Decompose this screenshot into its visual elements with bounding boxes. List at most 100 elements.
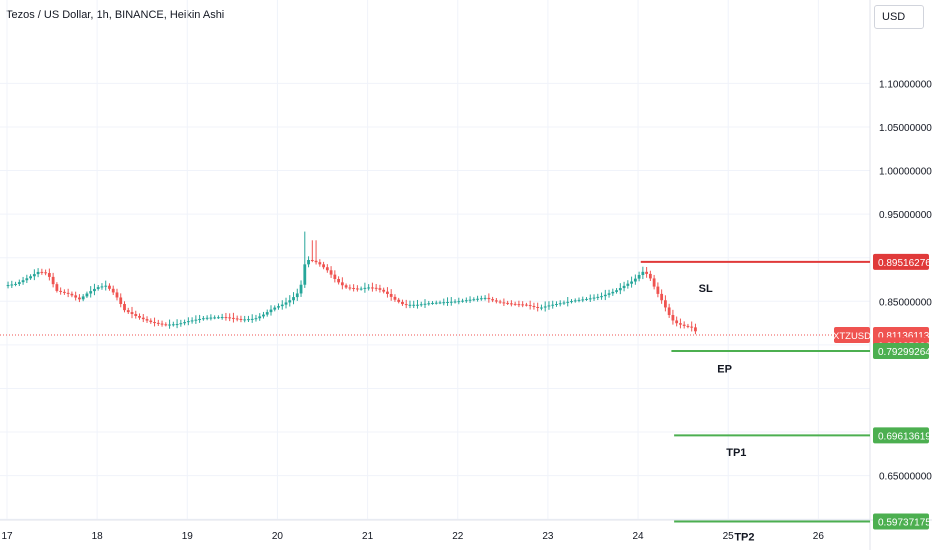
candle-body	[389, 293, 393, 297]
candle-body	[434, 302, 438, 304]
y-tick-label: 1.05000000	[879, 123, 932, 134]
candle-body	[156, 322, 160, 324]
ep-price-label-bg	[873, 342, 929, 359]
candle-body	[479, 298, 483, 300]
candle-body	[273, 307, 277, 310]
candle-body	[36, 271, 40, 275]
candle-body	[367, 287, 371, 289]
ep-price-label-text: 0.79299264	[878, 347, 931, 358]
candle-body	[675, 320, 679, 324]
candle-body	[630, 281, 633, 284]
candle-body	[25, 278, 29, 281]
candle-body	[325, 267, 329, 271]
candle-body	[431, 302, 434, 304]
annotation-ep: EP	[717, 363, 732, 375]
candle-body	[453, 301, 457, 303]
candle-body	[540, 307, 543, 309]
candle-body	[667, 307, 671, 316]
candle-body	[555, 304, 558, 306]
candle-body	[656, 286, 660, 294]
candle-body	[310, 259, 314, 261]
candle-body	[179, 323, 183, 325]
candle-body	[307, 259, 310, 265]
candle-body	[303, 264, 307, 285]
candle-body	[607, 293, 611, 295]
candle-body	[40, 271, 44, 273]
candle-body	[679, 323, 682, 325]
candle-body	[6, 285, 10, 287]
candle-body	[419, 304, 423, 306]
candle-body	[243, 319, 247, 321]
candle-body	[577, 299, 581, 301]
candle-body	[250, 318, 254, 320]
last-price-value: 0.81136113	[878, 331, 930, 342]
x-tick-label: 24	[632, 531, 644, 542]
candle-body	[160, 323, 164, 325]
candle-body	[547, 305, 551, 307]
candle-body	[686, 325, 690, 327]
candle-body	[573, 300, 577, 302]
candle-body	[551, 304, 555, 306]
candle-body	[55, 284, 59, 291]
candle-body	[123, 304, 126, 311]
candle-body	[570, 301, 573, 303]
candle-body	[671, 315, 675, 321]
candle-body	[532, 306, 536, 308]
candle-body	[258, 316, 262, 319]
chart-title: Tezos / US Dollar, 1h, BINANCE, Heikin A…	[6, 9, 225, 21]
candle-body	[412, 304, 416, 306]
candle-body	[175, 324, 179, 326]
candle-body	[525, 304, 528, 306]
candle-body	[100, 286, 104, 288]
candle-body	[393, 296, 397, 300]
candle-body	[600, 296, 603, 298]
candle-body	[96, 287, 100, 289]
annotation-sl: SL	[699, 283, 713, 295]
candle-body	[337, 278, 341, 283]
candle-body	[89, 291, 93, 294]
candle-body	[648, 273, 652, 279]
candle-body	[442, 302, 446, 304]
candle-body	[509, 303, 513, 305]
candle-body	[21, 280, 25, 283]
candle-body	[585, 298, 588, 300]
candle-body	[476, 298, 479, 300]
candle-body	[558, 303, 562, 305]
currency-button[interactable]: USD	[874, 5, 924, 29]
candle-body	[10, 284, 14, 286]
candle-body	[626, 283, 630, 286]
candle-body	[17, 282, 21, 284]
symbol-tag-text: XTZUSD	[833, 331, 871, 342]
candle-body	[449, 301, 453, 303]
candle-body	[59, 290, 63, 292]
candle-body	[371, 287, 374, 289]
tp2-price-label-bg	[873, 513, 929, 530]
candle-body	[404, 304, 408, 306]
candle-body	[374, 287, 378, 289]
candle-body	[299, 284, 303, 294]
symbol-tag: XTZUSD	[833, 326, 871, 343]
candle-body	[130, 312, 134, 315]
candles	[6, 231, 697, 335]
candle-body	[536, 306, 540, 308]
symbol-tag-bg	[834, 326, 870, 343]
x-tick-label: 20	[272, 531, 284, 542]
x-tick-label: 18	[92, 531, 104, 542]
candle-body	[457, 301, 461, 303]
candle-body	[513, 303, 517, 305]
candle-body	[280, 304, 284, 307]
annotation-tp2: TP2	[734, 532, 754, 544]
candle-body	[66, 292, 70, 294]
y-tick-label: 0.95000000	[879, 210, 932, 221]
candle-body	[288, 300, 292, 303]
candle-body	[581, 299, 585, 301]
candle-body	[611, 291, 615, 294]
candle-body	[164, 324, 168, 326]
candle-body	[171, 324, 175, 326]
candle-body	[352, 287, 356, 289]
candle-body	[408, 304, 412, 306]
candle-body	[483, 297, 487, 299]
candle-body	[220, 317, 224, 319]
candle-body	[633, 278, 637, 282]
